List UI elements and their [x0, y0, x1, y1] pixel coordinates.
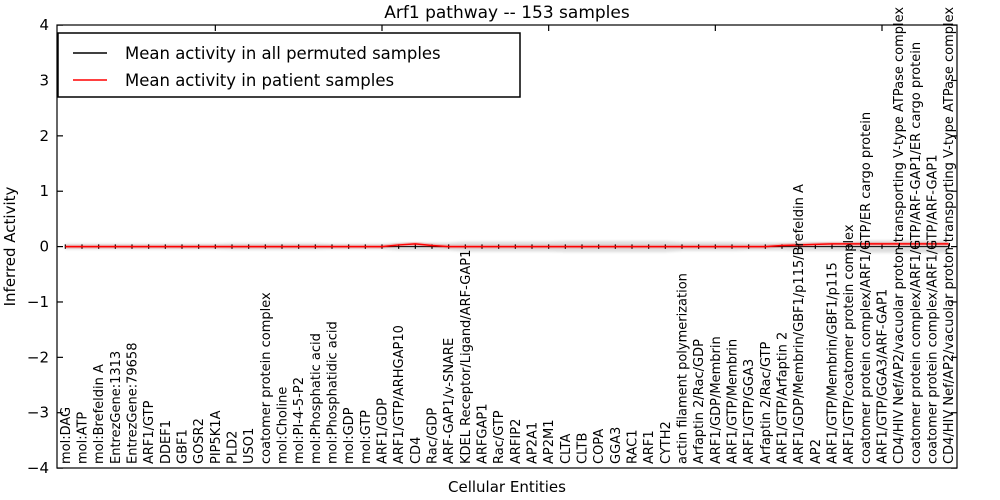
x-tick-label: mol:PI-4-5-P2 — [292, 377, 307, 464]
x-tick-label: AP2A1 — [526, 422, 541, 464]
x-tick-label: ARF1/GTP/Membrin — [726, 339, 741, 464]
x-tick-label: CLTB — [576, 433, 591, 464]
x-tick-label: GGA3 — [609, 427, 624, 464]
x-tick-label: mol:Phosphatic acid — [309, 333, 324, 464]
x-tick-label: ARFIP2 — [509, 419, 524, 464]
x-tick-label: CLTA — [559, 434, 574, 464]
x-tick-label: PLD2 — [226, 431, 241, 464]
x-tick-label: DDEF1 — [159, 420, 174, 464]
x-tick-label: coatomer protein complex/ARF1/GTP/ARF-GA… — [926, 154, 941, 464]
x-axis-label: Cellular Entities — [448, 478, 566, 496]
legend-box — [57, 32, 521, 98]
x-tick-label: GBF1 — [176, 429, 191, 464]
x-tick-label: CD4/HIV Nef/AP2/vacuolar proton-transpor… — [942, 7, 957, 464]
x-tick-label: AP2 — [809, 439, 824, 464]
x-tick-label: EntrezGene:79658 — [126, 343, 141, 464]
y-axis-label: Inferred Activity — [1, 186, 19, 306]
x-tick-label: actin filament polymerization — [676, 273, 691, 464]
x-tick-label: Rac/GDP — [426, 408, 441, 464]
y-tick-label: 1 — [39, 182, 49, 200]
y-tick-label: 3 — [39, 71, 49, 89]
y-tick-label: −3 — [27, 404, 49, 422]
x-tick-label: PIP5K1A — [209, 410, 224, 464]
x-tick-label: Rac/GTP — [492, 410, 507, 464]
x-tick-label: ARF1/GTP/Arfaptin 2 — [776, 332, 791, 464]
x-tick-label: ARF1 — [642, 430, 657, 464]
x-tick-label: GOSR2 — [192, 418, 207, 464]
x-tick-label: mol:Phosphatidic acid — [326, 321, 341, 464]
x-tick-label: Arfaptin 2/Rac/GDP — [692, 339, 707, 464]
x-tick-label: ARF1/GTP/ARHGAP10 — [392, 325, 407, 464]
x-tick-label: ARF1/GTP/Membrin/GBF1/p115 — [826, 262, 841, 464]
x-tick-label: CYTH2 — [659, 421, 674, 464]
x-tick-label: coatomer protein complex/ARF1/GTP/ARF-GA… — [909, 42, 924, 464]
x-tick-label: RAC1 — [626, 429, 641, 464]
x-tick-label: ARF1/GTP/coatomer protein complex — [842, 224, 857, 464]
x-tick-label: CD4/HIV Nef/AP2/vacuolar proton-transpor… — [892, 7, 907, 464]
x-tick-label: ARF1/GTP/GGA3 — [742, 359, 757, 464]
x-tick-label: CD4 — [409, 437, 424, 464]
x-tick-label: COPA — [592, 429, 607, 464]
x-tick-label: mol:DAG — [59, 407, 74, 464]
x-tick-label: coatomer protein complex/ARF1/GTP/ER car… — [859, 112, 874, 464]
legend-label: Mean activity in all permuted samples — [125, 44, 441, 63]
y-tick-label: −1 — [27, 293, 49, 311]
x-tick-label: ARF1/GTP — [142, 400, 157, 464]
x-tick-label: USO1 — [242, 428, 257, 464]
x-tick-label: ARF1/GDP/Membrin/GBF1/p115/Brefeldin A — [792, 184, 807, 464]
x-tick-label: KDEL Receptor/Ligand/ARF-GAP1 — [459, 250, 474, 464]
x-tick-label: ARFGAP1 — [476, 404, 491, 464]
x-tick-label: ARF1/GDP/Membrin — [709, 336, 724, 464]
x-tick-label: mol:GDP — [342, 407, 357, 464]
y-tick-label: −4 — [27, 459, 49, 477]
x-tick-label: ARF-GAP1/v-SNARE — [442, 338, 457, 464]
x-tick-label: mol:GTP — [359, 410, 374, 464]
x-tick-label: mol:Choline — [276, 387, 291, 464]
y-tick-label: 2 — [39, 127, 49, 145]
legend-label: Mean activity in patient samples — [125, 71, 394, 90]
x-tick-label: ARF1/GDP — [376, 398, 391, 464]
patient-mean-line — [65, 243, 949, 248]
y-tick-label: −2 — [27, 348, 49, 366]
x-tick-label: Arfaptin 2/Rac/GTP — [759, 341, 774, 464]
x-tick-label: mol:Brefeldin A — [92, 364, 107, 464]
x-tick-label: ARF1/GTP/GGA3/ARF-GAP1 — [876, 289, 891, 464]
y-tick-label: 0 — [39, 238, 49, 256]
x-tick-label: mol:ATP — [76, 412, 91, 464]
x-tick-label: AP2M1 — [542, 420, 557, 465]
x-tick-label: coatomer protein complex — [259, 292, 274, 464]
x-tick-label: EntrezGene:1313 — [109, 351, 124, 464]
chart-title: Arf1 pathway -- 153 samples — [384, 3, 630, 23]
y-tick-label: 4 — [39, 16, 49, 34]
